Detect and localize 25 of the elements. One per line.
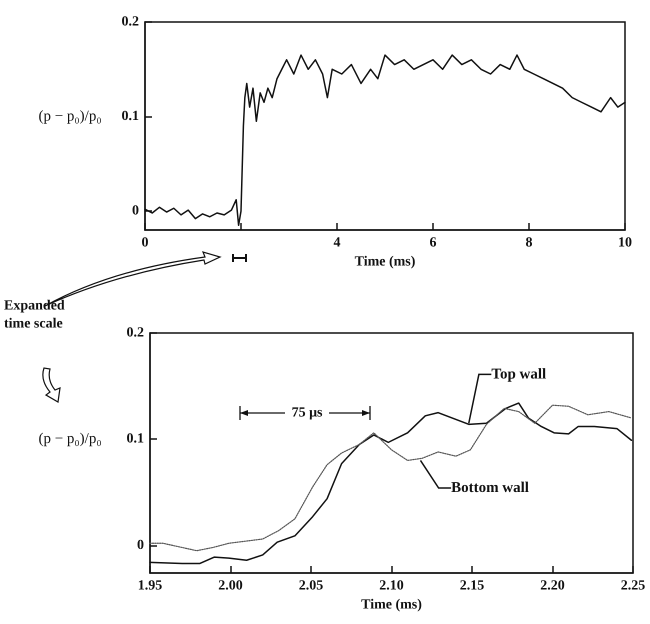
x-tick-label: 2.20: [540, 578, 565, 594]
series-label: Bottom wall: [451, 480, 529, 496]
x-tick-label: 2.15: [460, 578, 484, 594]
y-axis-title: (p − p₀)/p₀: [38, 431, 102, 448]
x-tick-label: 2.10: [379, 578, 404, 594]
y-axis-title: (p − p₀)/p₀: [38, 108, 102, 125]
x-tick-label: 10: [618, 236, 632, 250]
x-tick-label: 2.05: [298, 578, 324, 594]
x-tick-label: 8: [526, 236, 532, 250]
series-label: Top wall: [491, 366, 546, 382]
annotation: 75 μs: [292, 406, 323, 420]
x-axis-title: Time (ms): [361, 597, 422, 612]
y-tick-label: 0: [132, 204, 139, 219]
x-tick-label: 2.00: [218, 578, 243, 594]
x-tick-label: 2.25: [620, 578, 646, 594]
y-tick-label: 0.2: [122, 14, 139, 30]
x-tick-label: 6: [430, 236, 436, 250]
y-tick-label: 0.2: [126, 326, 144, 340]
x-axis-title: Time (ms): [354, 254, 416, 270]
y-tick-label: 0: [137, 538, 144, 553]
y-tick-label: 0.1: [122, 109, 139, 124]
y-tick-label: 0.1: [126, 432, 144, 447]
x-tick-label: 4: [334, 236, 340, 250]
text: Expanded time scale: [4, 298, 68, 332]
x-tick-label: 1.95: [138, 578, 162, 594]
